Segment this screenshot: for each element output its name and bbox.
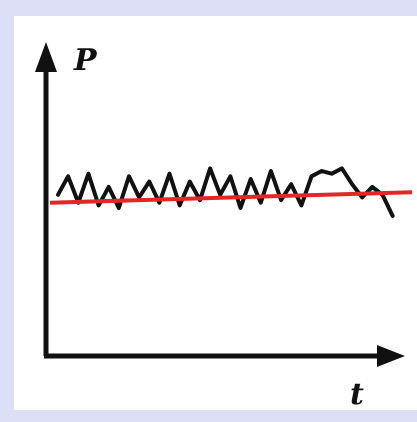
x-axis-label: t [350, 377, 364, 412]
plot-panel [14, 16, 417, 410]
fluctuating-signal-line [56, 166, 395, 218]
y-axis-arrowhead [35, 42, 57, 72]
mean-level-line [49, 190, 413, 205]
x-axis-arrowhead [377, 345, 405, 367]
y-axis-label: P [73, 43, 98, 78]
